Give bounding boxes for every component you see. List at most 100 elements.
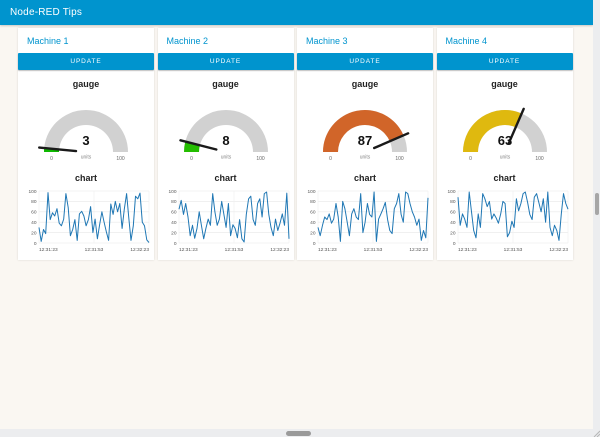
chart-widget: chart 0 20 40 60 80 100 12:31:23 12:31:53 12:32:… <box>297 173 433 254</box>
panel-title: Machine 3 <box>306 36 348 46</box>
chart-y-tick: 80 <box>171 199 177 205</box>
chart-y-tick: 60 <box>31 210 37 216</box>
gauge-needle <box>507 107 525 145</box>
chart-widget: chart 0 20 40 60 80 100 12:31:23 12:31:53 12:32:… <box>158 173 294 254</box>
chart-y-tick: 20 <box>310 230 316 236</box>
chart-line <box>38 192 150 243</box>
panel-machine-1: Machine 1 UPDATE gauge 3 units 0 100 chart … <box>18 28 154 260</box>
chart-y-tick: 100 <box>307 189 315 195</box>
gauge-min-label: 0 <box>50 156 53 162</box>
chart-line <box>178 191 289 243</box>
dashboard: Machine 1 UPDATE gauge 3 units 0 100 chart … <box>18 28 573 260</box>
vertical-scrollbar-thumb[interactable] <box>594 193 599 215</box>
chart-y-tick: 100 <box>447 189 455 195</box>
gauge-value: 63 <box>497 133 511 148</box>
chart-y-tick: 80 <box>450 199 456 205</box>
gauge-widget: gauge 8 units 0 100 <box>158 79 294 164</box>
gauge-track <box>183 109 268 152</box>
chart-y-tick: 0 <box>34 241 37 247</box>
chart-y-tick: 20 <box>450 230 456 236</box>
gauge-fill <box>183 141 200 152</box>
gauge-max-label: 100 <box>535 156 544 162</box>
horizontal-scrollbar-thumb[interactable] <box>286 430 311 436</box>
gauge-track <box>44 109 128 152</box>
chart-x-tick: 12:31:53 <box>503 247 522 253</box>
chart-canvas: 0 20 40 60 80 100 12:31:23 12:31:53 12:32:23 <box>447 189 568 253</box>
chart-x-tick: 12:32:23 <box>409 247 428 253</box>
chart-canvas: 0 20 40 60 80 100 12:31:23 12:31:53 12:32:23 <box>307 189 429 253</box>
chart-y-tick: 40 <box>171 220 177 226</box>
gauge-title: gauge <box>212 79 239 89</box>
gauge-fill <box>462 109 522 152</box>
chart-x-tick: 12:31:23 <box>458 247 477 253</box>
vertical-scrollbar[interactable] <box>593 0 600 437</box>
chart-line <box>317 191 429 242</box>
chart-x-tick: 12:31:53 <box>85 247 104 253</box>
chart-line <box>457 191 568 241</box>
gauge-needle <box>372 132 410 150</box>
chart-x-tick: 12:31:53 <box>364 247 383 253</box>
update-button[interactable]: UPDATE <box>18 53 154 70</box>
chart-y-tick: 20 <box>31 230 37 236</box>
chart-x-tick: 12:32:23 <box>270 247 289 253</box>
gauge-min-label: 0 <box>469 156 472 162</box>
update-button[interactable]: UPDATE <box>297 53 433 70</box>
chart-title: chart <box>74 173 97 183</box>
chart-y-tick: 80 <box>310 199 316 205</box>
chart-x-tick: 12:31:53 <box>224 247 243 253</box>
chart-y-tick: 60 <box>450 210 456 216</box>
chart-title: chart <box>493 173 516 183</box>
update-button[interactable]: UPDATE <box>436 53 573 70</box>
chart-y-tick: 40 <box>310 220 316 226</box>
gauge-max-label: 100 <box>395 156 404 162</box>
gauge-min-label: 0 <box>329 156 332 162</box>
gauge-canvas: 8 units 0 100 <box>178 109 268 162</box>
gauge-value: 3 <box>82 133 89 148</box>
gauge-widget: gauge 87 units 0 100 <box>297 79 433 164</box>
gauge-fill <box>323 109 404 152</box>
gauge-max-label: 100 <box>116 156 125 162</box>
chart-y-tick: 0 <box>173 241 176 247</box>
panel-title: Machine 1 <box>27 36 69 46</box>
chart-title: chart <box>214 173 237 183</box>
gauge-min-label: 0 <box>190 156 193 162</box>
chart-x-tick: 12:32:23 <box>130 247 149 253</box>
chart-canvas: 0 20 40 60 80 100 12:31:23 12:31:53 12:32:23 <box>168 189 289 253</box>
gauge-units-label: units <box>499 155 510 161</box>
chart-y-tick: 100 <box>28 189 36 195</box>
panel-machine-2: Machine 2 UPDATE gauge 8 units 0 100 chart … <box>157 28 294 260</box>
panel-title: Machine 2 <box>166 36 209 46</box>
chart-y-tick: 80 <box>31 199 37 205</box>
gauge-canvas: 87 units 0 100 <box>323 109 410 162</box>
chart-y-tick: 20 <box>171 230 177 236</box>
app-title: Node-RED Tips <box>10 7 83 18</box>
chart-x-tick: 12:32:23 <box>549 247 568 253</box>
gauge-needle <box>38 146 78 153</box>
panel-machine-4: Machine 4 UPDATE gauge 63 units 0 100 chart… <box>436 28 573 260</box>
chart-widget: chart 0 20 40 60 80 100 12:31:23 12:31:53 12:32:… <box>437 173 573 254</box>
chart-x-tick: 12:31:23 <box>318 247 337 253</box>
horizontal-scrollbar[interactable] <box>0 429 593 437</box>
gauge-units-label: units <box>360 155 371 161</box>
chart-y-tick: 0 <box>452 241 455 247</box>
gauge-widget: gauge 63 units 0 100 <box>437 79 573 164</box>
chart-x-tick: 12:31:23 <box>39 247 58 253</box>
gauge-title: gauge <box>72 79 100 89</box>
chart-y-tick: 0 <box>313 241 316 247</box>
gauge-canvas: 63 units 0 100 <box>462 107 547 162</box>
update-button[interactable]: UPDATE <box>157 53 294 70</box>
gauge-value: 8 <box>222 133 229 148</box>
chart-y-tick: 40 <box>31 220 37 226</box>
gauge-title: gauge <box>351 79 379 89</box>
chart-widget: chart 0 20 40 60 80 100 12:31:23 12:31:53 12:32:… <box>18 173 154 254</box>
chart-y-tick: 100 <box>168 189 176 195</box>
gauge-canvas: 3 units 0 100 <box>38 109 128 162</box>
gauge-value: 87 <box>358 133 372 148</box>
resize-grip-icon[interactable] <box>592 429 600 437</box>
app-bar: Node-RED Tips <box>0 0 593 25</box>
panel-title: Machine 4 <box>445 36 488 46</box>
chart-y-tick: 60 <box>171 210 177 216</box>
panel-machine-3: Machine 3 UPDATE gauge 87 units 0 100 chart… <box>297 28 433 260</box>
gauge-needle <box>178 139 218 151</box>
chart-y-tick: 40 <box>450 220 456 226</box>
